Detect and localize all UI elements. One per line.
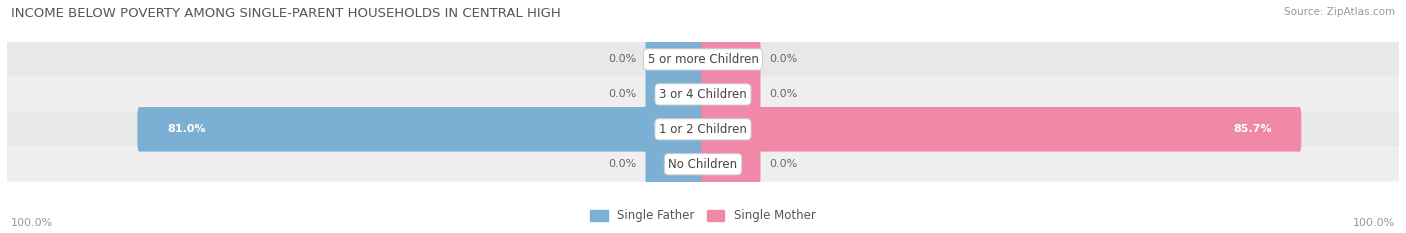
FancyBboxPatch shape bbox=[7, 112, 1399, 147]
Text: 3 or 4 Children: 3 or 4 Children bbox=[659, 88, 747, 101]
Text: 0.0%: 0.0% bbox=[769, 89, 797, 99]
FancyBboxPatch shape bbox=[645, 142, 704, 187]
FancyBboxPatch shape bbox=[645, 72, 704, 117]
FancyBboxPatch shape bbox=[645, 37, 704, 82]
Text: 0.0%: 0.0% bbox=[609, 89, 637, 99]
Text: 0.0%: 0.0% bbox=[769, 159, 797, 169]
FancyBboxPatch shape bbox=[702, 142, 761, 187]
Text: 100.0%: 100.0% bbox=[11, 218, 53, 228]
FancyBboxPatch shape bbox=[702, 37, 761, 82]
Text: Source: ZipAtlas.com: Source: ZipAtlas.com bbox=[1284, 7, 1395, 17]
FancyBboxPatch shape bbox=[138, 107, 704, 152]
FancyBboxPatch shape bbox=[702, 107, 1302, 152]
Text: 0.0%: 0.0% bbox=[609, 55, 637, 64]
Text: 100.0%: 100.0% bbox=[1353, 218, 1395, 228]
Text: 5 or more Children: 5 or more Children bbox=[648, 53, 758, 66]
Text: 0.0%: 0.0% bbox=[769, 55, 797, 64]
Text: INCOME BELOW POVERTY AMONG SINGLE-PARENT HOUSEHOLDS IN CENTRAL HIGH: INCOME BELOW POVERTY AMONG SINGLE-PARENT… bbox=[11, 7, 561, 20]
Text: 0.0%: 0.0% bbox=[609, 159, 637, 169]
FancyBboxPatch shape bbox=[7, 147, 1399, 182]
FancyBboxPatch shape bbox=[7, 77, 1399, 112]
Text: 85.7%: 85.7% bbox=[1233, 124, 1271, 134]
Text: No Children: No Children bbox=[668, 158, 738, 171]
FancyBboxPatch shape bbox=[7, 42, 1399, 77]
Text: 81.0%: 81.0% bbox=[167, 124, 205, 134]
FancyBboxPatch shape bbox=[702, 72, 761, 117]
Legend: Single Father, Single Mother: Single Father, Single Mother bbox=[585, 205, 821, 227]
Text: 1 or 2 Children: 1 or 2 Children bbox=[659, 123, 747, 136]
